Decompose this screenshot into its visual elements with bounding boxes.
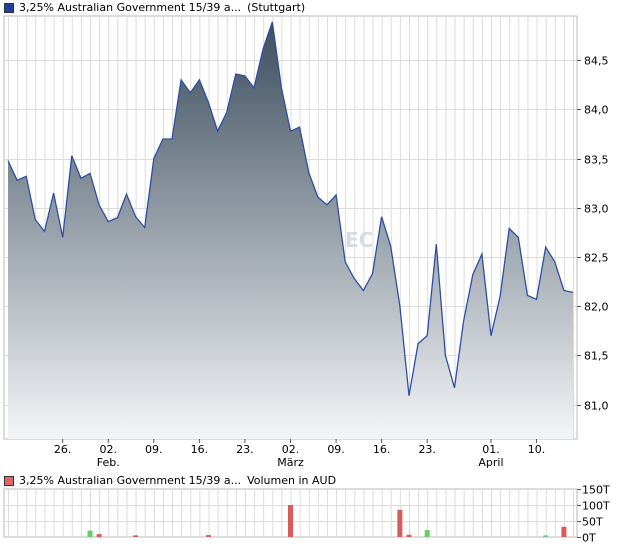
volume-legend-name: 3,25% Australian Government 15/39 a...: [19, 474, 242, 487]
price-xtick-label: 09.: [327, 443, 345, 456]
month-label: Feb.: [97, 456, 120, 469]
price-ytick-label: 82,0: [584, 301, 609, 314]
price-legend-name: 3,25% Australian Government 15/39 a...: [19, 1, 242, 14]
watermark-text: EC: [345, 228, 373, 252]
volume-bar: [288, 505, 293, 537]
volume-ytick-label: 150T: [582, 484, 610, 497]
volume-ytick-label: 0T: [582, 532, 596, 545]
price-ytick-label: 82,5: [584, 252, 609, 265]
price-ytick-label: 81,0: [584, 400, 609, 413]
price-legend-swatch: [4, 3, 14, 13]
volume-bar: [397, 509, 403, 537]
volume-bar: [133, 535, 139, 537]
price-area: [8, 21, 573, 440]
volume-legend: 3,25% Australian Government 15/39 a... V…: [4, 474, 336, 488]
volume-bar: [96, 534, 102, 537]
price-ytick-label: 84,5: [584, 55, 609, 68]
price-xtick-label: 02.: [282, 443, 300, 456]
price-legend: 3,25% Australian Government 15/39 a... (…: [4, 1, 305, 15]
price-line: [7, 21, 574, 396]
month-label: März: [277, 456, 304, 469]
price-ytick-label: 83,5: [584, 154, 609, 167]
price-ytick-label: 81,5: [584, 350, 609, 363]
volume-bar: [543, 535, 549, 537]
price-xtick-label: 16.: [191, 443, 209, 456]
volume-ytick-label: 100T: [582, 500, 610, 513]
price-xtick-label: 23.: [418, 443, 436, 456]
price-xtick-label: 23.: [236, 443, 254, 456]
price-xtick-label: 26.: [54, 443, 72, 456]
price-xtick-label: 16.: [373, 443, 391, 456]
volume-bar: [87, 530, 93, 537]
volume-legend-swatch: [4, 476, 14, 486]
price-xtick-label: 10.: [528, 443, 546, 456]
volume-bar: [424, 529, 430, 537]
volume-bar: [406, 534, 412, 537]
price-xtick-label: 02.: [99, 443, 117, 456]
month-label: April: [478, 456, 503, 469]
volume-bar: [205, 535, 211, 537]
volume-ytick-label: 50T: [582, 516, 603, 529]
price-xtick-label: 01.: [482, 443, 500, 456]
volume-bar: [561, 526, 567, 537]
price-xtick-label: 09.: [145, 443, 163, 456]
price-ytick-label: 83,0: [584, 203, 609, 216]
price-ytick-label: 84,0: [584, 104, 609, 117]
price-legend-exchange: (Stuttgart): [247, 1, 306, 14]
volume-legend-unit: Volumen in AUD: [247, 474, 337, 487]
